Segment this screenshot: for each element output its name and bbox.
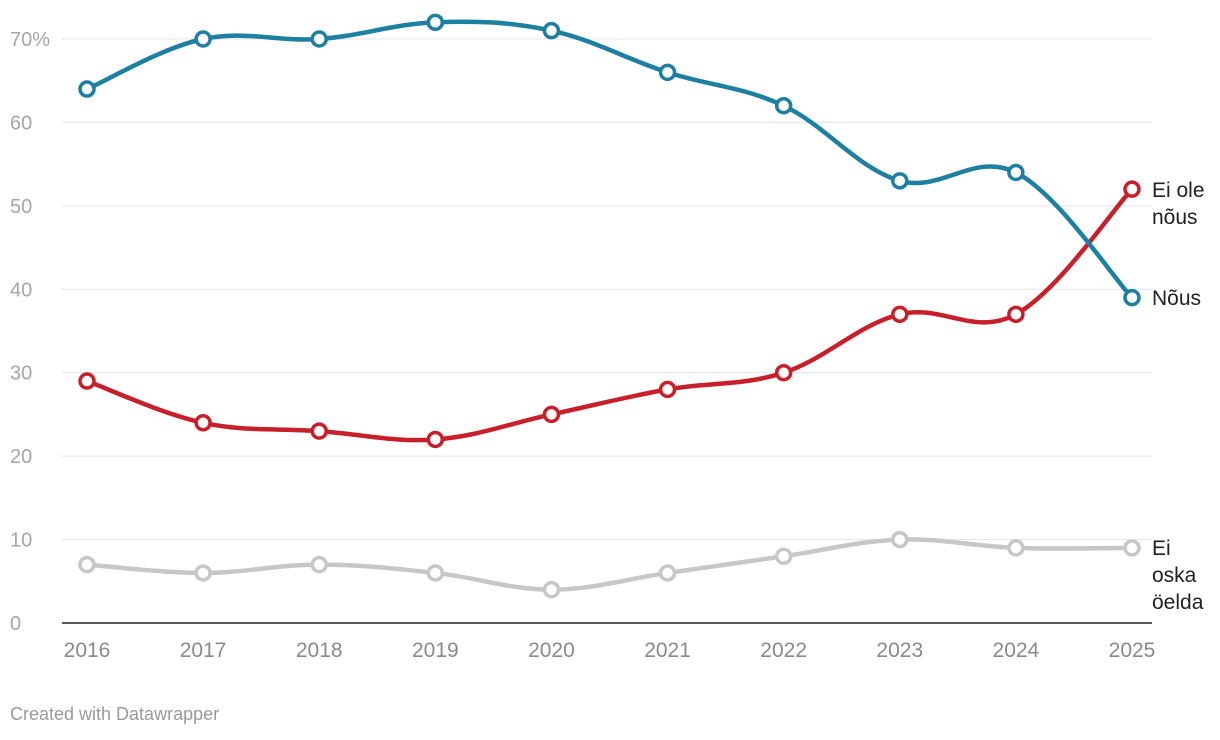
y-tick-label: 10: [10, 530, 32, 552]
data-point-n-us: [426, 13, 445, 32]
y-tick-label: 70%: [10, 29, 50, 51]
data-point-n-us: [658, 63, 677, 82]
x-tick-label: 2021: [644, 639, 691, 662]
data-point-ei-ole-n-us: [891, 305, 909, 324]
x-tick-label: 2025: [1109, 639, 1156, 662]
x-tick-label: 2017: [180, 639, 227, 662]
data-point-ei-oska-elda: [1123, 539, 1141, 557]
x-axis-ticks: 2016 2017 2018 2019 2020 2021 2022 2023 2024 2025: [64, 639, 1156, 662]
x-tick-label: 2023: [876, 639, 923, 662]
data-point-ei-oska-elda: [658, 564, 677, 582]
series-labels: Ei oska öelda Ei ole nõus Nõus: [1152, 179, 1205, 614]
data-point-ei-ole-n-us: [542, 405, 561, 424]
data-point-ei-oska-elda: [78, 555, 96, 574]
series-label-line: Ei ole: [1152, 179, 1205, 202]
data-point-n-us: [194, 30, 212, 48]
y-tick-label: 20: [10, 446, 32, 468]
data-point-ei-ole-n-us: [78, 372, 96, 390]
data-point-ei-ole-n-us: [310, 422, 328, 440]
data-point-n-us: [1007, 163, 1025, 182]
series-label-ei-oska-elda: Ei oska öelda: [1152, 537, 1204, 614]
data-point-ei-oska-elda: [891, 530, 909, 549]
data-point-ei-oska-elda: [310, 555, 328, 574]
data-point-ei-ole-n-us: [194, 414, 212, 432]
data-point-ei-oska-elda: [774, 547, 793, 566]
series-line-ei-oska-elda: [84, 537, 1135, 592]
data-point-ei-ole-n-us: [1007, 305, 1025, 324]
y-tick-label: 0: [10, 613, 21, 635]
series-label-line: Nõus: [1152, 287, 1201, 310]
data-point-ei-oska-elda: [194, 564, 212, 582]
gridlines: [62, 38, 1152, 624]
series-label-ei-ole-n-us: Ei ole nõus: [1152, 179, 1205, 229]
x-tick-label: 2022: [760, 639, 807, 662]
data-point-ei-ole-n-us: [658, 380, 677, 399]
credit-text: Created with Datawrapper: [10, 704, 220, 724]
data-point-ei-oska-elda: [426, 564, 445, 582]
data-point-ei-ole-n-us: [774, 363, 793, 382]
y-tick-label: 50: [10, 196, 32, 218]
data-point-n-us: [891, 172, 909, 190]
y-tick-label: 30: [10, 363, 32, 385]
series-label-line: Ei: [1152, 537, 1171, 560]
data-point-ei-ole-n-us: [1123, 180, 1141, 198]
series-label-line: oska: [1152, 564, 1197, 587]
series-line-n-us: [84, 19, 1135, 300]
data-point-ei-oska-elda: [542, 580, 561, 599]
y-axis-ticks: 0 10 20 30 40 50 60 70%: [10, 29, 50, 635]
series-points: [78, 13, 1141, 599]
y-tick-label: 60: [10, 112, 32, 134]
x-tick-label: 2018: [296, 639, 343, 662]
line-chart: 0 10 20 30 40 50 60 70% 2016 2017 2018 2019 2020 202…: [10, 13, 1205, 662]
data-point-n-us: [310, 30, 328, 48]
data-point-ei-ole-n-us: [426, 430, 445, 449]
x-tick-label: 2020: [528, 639, 575, 662]
y-tick-label: 40: [10, 279, 32, 301]
series-label-line: öelda: [1152, 591, 1204, 614]
series-label-n-us: Nõus: [1152, 287, 1201, 310]
x-tick-label: 2016: [64, 639, 111, 662]
x-tick-label: 2019: [412, 639, 459, 662]
data-point-n-us: [542, 21, 561, 40]
series-line-ei-ole-n-us: [84, 186, 1135, 443]
data-point-n-us: [78, 80, 96, 98]
data-point-ei-oska-elda: [1007, 539, 1025, 557]
data-point-n-us: [1123, 288, 1141, 307]
x-tick-label: 2024: [993, 639, 1040, 662]
series-label-line: nõus: [1152, 206, 1198, 229]
data-point-n-us: [774, 96, 793, 115]
series-lines: [84, 19, 1135, 592]
